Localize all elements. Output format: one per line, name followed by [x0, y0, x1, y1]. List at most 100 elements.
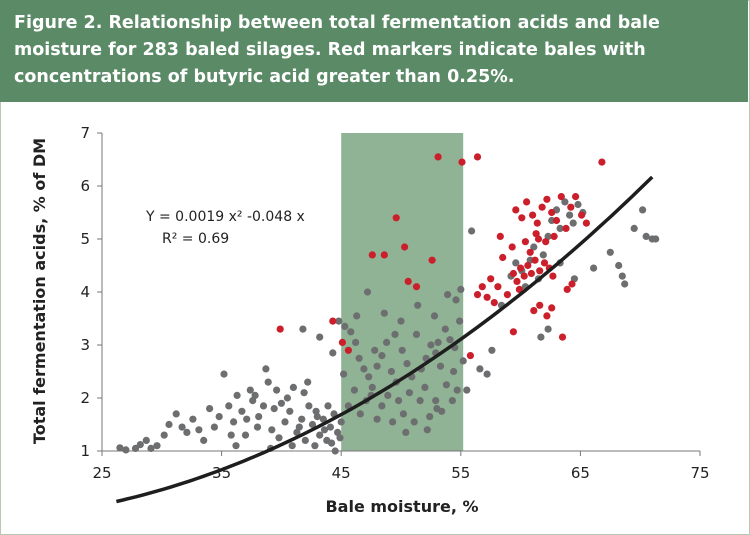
- gray-point: [590, 264, 598, 272]
- gray-point: [350, 386, 358, 394]
- red-point: [276, 325, 284, 333]
- gray-point: [436, 362, 445, 370]
- red-point: [517, 264, 525, 272]
- red-point: [548, 304, 556, 312]
- y-tick-label: 3: [80, 336, 90, 354]
- gray-point: [210, 423, 218, 431]
- red-point: [530, 307, 538, 315]
- gray-point: [405, 389, 413, 397]
- gray-point: [275, 434, 283, 442]
- gray-point: [383, 338, 391, 346]
- gray-point: [142, 436, 150, 444]
- gray-point: [378, 352, 386, 360]
- gray-point: [444, 291, 452, 299]
- red-point: [531, 256, 539, 264]
- gray-point: [189, 415, 197, 423]
- gray-point: [215, 413, 223, 421]
- gray-point: [347, 328, 355, 336]
- gray-point: [414, 301, 422, 309]
- gray-point: [136, 441, 144, 449]
- red-point: [543, 312, 551, 320]
- gray-point: [243, 415, 251, 423]
- gray-point: [301, 436, 309, 444]
- gray-point: [488, 346, 496, 354]
- red-point: [428, 256, 436, 264]
- red-point: [527, 269, 536, 278]
- gray-point: [457, 285, 465, 293]
- gray-point: [452, 296, 460, 304]
- red-point: [490, 299, 498, 307]
- trend-equation: Y = 0.0019 x² -0.048 x: [145, 209, 305, 225]
- gray-point: [356, 410, 364, 418]
- gray-point: [200, 436, 208, 444]
- red-point: [552, 216, 561, 225]
- gray-point: [281, 418, 289, 426]
- gray-point: [255, 413, 263, 421]
- gray-point: [316, 333, 324, 341]
- gray-point: [476, 365, 484, 373]
- y-tick-label: 2: [80, 389, 90, 407]
- gray-point: [328, 439, 336, 447]
- x-tick-label: 65: [571, 464, 590, 482]
- gray-point: [373, 362, 381, 370]
- red-point: [404, 277, 412, 285]
- gray-point: [363, 288, 372, 296]
- gray-point: [304, 378, 312, 386]
- gray-point: [615, 261, 623, 270]
- red-point: [512, 206, 520, 214]
- gray-point: [621, 280, 629, 288]
- red-point: [523, 198, 531, 206]
- red-point: [534, 235, 543, 243]
- gray-point: [238, 407, 246, 415]
- red-point: [487, 275, 495, 283]
- gray-point: [397, 317, 405, 325]
- gray-point: [233, 391, 241, 399]
- gray-point: [352, 338, 360, 346]
- red-point: [503, 291, 511, 299]
- gray-point: [335, 317, 343, 325]
- red-point: [568, 280, 576, 288]
- gray-point: [313, 413, 321, 421]
- gray-point: [249, 397, 257, 405]
- gray-point: [353, 312, 361, 320]
- red-point: [458, 158, 466, 166]
- gray-point: [391, 330, 399, 338]
- gray-point: [606, 248, 614, 256]
- gray-point: [380, 309, 388, 317]
- gray-point: [206, 405, 214, 413]
- gray-point: [483, 370, 491, 378]
- gray-point: [220, 370, 228, 378]
- red-point: [543, 195, 551, 203]
- red-point: [598, 158, 606, 166]
- red-point: [494, 283, 502, 291]
- gray-point: [512, 259, 520, 267]
- gray-point: [450, 367, 458, 376]
- gray-point: [389, 418, 397, 426]
- gray-point: [341, 322, 349, 330]
- gray-point: [463, 386, 471, 394]
- red-point: [508, 243, 516, 251]
- red-point: [368, 251, 376, 259]
- red-point: [466, 352, 474, 360]
- gray-point: [368, 383, 376, 391]
- red-point: [538, 203, 546, 211]
- gray-point: [442, 381, 450, 389]
- gray-point: [410, 418, 418, 426]
- red-point: [478, 283, 486, 291]
- red-point: [524, 261, 532, 270]
- gray-point: [544, 325, 552, 333]
- gray-point: [246, 386, 254, 394]
- x-tick-label: 25: [92, 464, 111, 482]
- gray-point: [395, 397, 403, 405]
- red-point: [542, 238, 550, 246]
- red-point: [549, 272, 557, 280]
- gray-point: [183, 428, 191, 436]
- moisture-band: [341, 133, 464, 451]
- gray-point: [416, 397, 424, 405]
- gray-point: [311, 442, 319, 450]
- gray-point: [283, 394, 291, 402]
- gray-point: [403, 360, 411, 368]
- gray-point: [295, 423, 303, 431]
